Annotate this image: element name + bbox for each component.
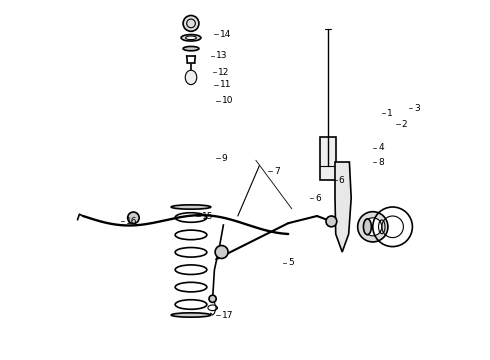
Text: 16: 16	[126, 217, 138, 226]
Ellipse shape	[183, 46, 199, 51]
Text: 11: 11	[220, 80, 231, 89]
Text: 14: 14	[220, 30, 231, 39]
Circle shape	[358, 212, 388, 242]
Text: 8: 8	[378, 158, 384, 166]
Text: 5: 5	[288, 258, 294, 267]
FancyBboxPatch shape	[320, 137, 336, 180]
Ellipse shape	[171, 205, 211, 209]
Text: 9: 9	[221, 154, 227, 163]
Text: 17: 17	[221, 310, 233, 320]
Text: 10: 10	[221, 96, 233, 105]
Text: 4: 4	[378, 143, 384, 152]
Text: 6: 6	[315, 194, 321, 202]
Circle shape	[326, 216, 337, 227]
Circle shape	[127, 212, 139, 224]
Text: 7: 7	[274, 166, 280, 176]
Ellipse shape	[185, 70, 197, 85]
Circle shape	[215, 246, 228, 258]
Text: 3: 3	[414, 104, 420, 113]
Text: 13: 13	[216, 51, 228, 60]
Text: 12: 12	[218, 68, 229, 77]
Text: 1: 1	[387, 109, 393, 118]
Circle shape	[209, 295, 216, 302]
Ellipse shape	[186, 36, 196, 40]
Text: 6: 6	[339, 176, 344, 185]
Text: 2: 2	[402, 120, 407, 129]
Polygon shape	[335, 162, 351, 252]
Circle shape	[183, 15, 199, 31]
Ellipse shape	[171, 313, 211, 317]
Ellipse shape	[181, 35, 201, 41]
Ellipse shape	[364, 219, 371, 235]
Text: 15: 15	[202, 212, 213, 220]
Circle shape	[364, 218, 382, 236]
